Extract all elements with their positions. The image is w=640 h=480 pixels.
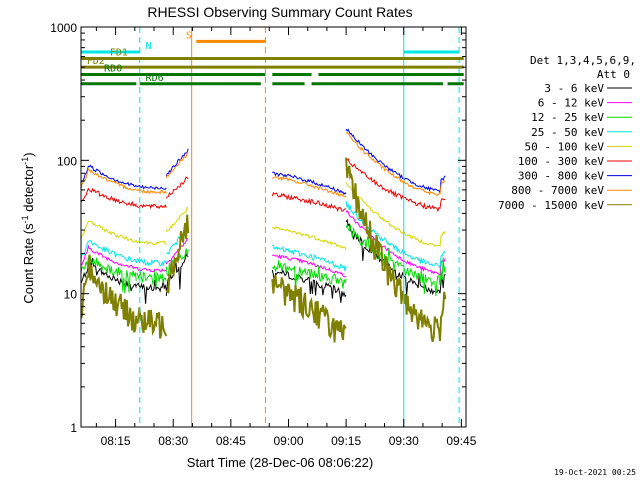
x-axis-label: Start Time (28-Dec-06 08:06:22) [187, 455, 373, 470]
series-7-segment-1-line [136, 188, 167, 195]
generation-timestamp: 19-Oct-2021 00:25 [554, 468, 636, 477]
flag-label-fd1: FD1 [110, 48, 128, 59]
series-0-segment-1-line [135, 279, 167, 304]
legend-header-line-2: Att 0 [597, 68, 630, 81]
series-1-segment-2-line [165, 238, 189, 265]
x-tick-label: 09:15 [331, 434, 361, 448]
series-1-segment-4-line [345, 209, 446, 277]
series-8-segment-1-line [135, 307, 168, 339]
series-4-segment-3-line [272, 226, 347, 251]
y-axis-label-mid: detector [21, 164, 36, 215]
series-2-segment-3-line [271, 260, 347, 291]
series-7-segment-0-line [81, 167, 137, 191]
series-8-segment-3-line [271, 274, 347, 343]
legend-label-4: 50 - 100 keV [525, 140, 605, 153]
series-7-segment-4-line [345, 131, 446, 197]
series-3-segment-3-line [272, 244, 347, 272]
legend: Det 1,3,4,5,6,9, Att 0 3 - 6 keV 6 - 12 k… [498, 54, 636, 212]
y-axis-label-end: ) [21, 152, 36, 156]
series-1-segment-0-line [81, 244, 137, 270]
legend-label-8: 7000 - 15000 keV [498, 199, 604, 212]
x-tick-label: 08:15 [101, 434, 131, 448]
y-axis-label: Count Rate (s-1 detector-1) [20, 152, 36, 303]
legend-label-0: 3 - 6 keV [544, 82, 604, 95]
flag-label-s: S [186, 30, 192, 41]
series-4-segment-4-line [345, 182, 446, 248]
series-6-segment-2-line [165, 148, 189, 177]
y-tick-label: 10 [64, 288, 78, 302]
flag-label-fd2: FD2 [87, 56, 105, 67]
series-1-segment-1-line [136, 266, 167, 273]
series-3-segment-0-line [81, 240, 137, 264]
series-5-segment-3-line [271, 192, 347, 213]
series-2-segment-4-line [345, 222, 446, 296]
y-tick-label: 1000 [50, 21, 77, 35]
series-5-segment-4-line [345, 157, 446, 213]
legend-label-1: 6 - 12 keV [538, 97, 605, 110]
series-5-segment-0-line [81, 187, 137, 207]
legend-label-7: 800 - 7000 keV [511, 184, 604, 197]
x-tick-label: 08:30 [158, 434, 188, 448]
y-axis-label-main: Count Rate (s [21, 223, 36, 304]
plot-frame [80, 26, 467, 428]
series-7-segment-2-line [165, 152, 189, 179]
flag-label-rd0: RD0 [104, 64, 122, 75]
y-axis-label-sup2: -1 [20, 157, 30, 165]
x-tick-label: 09:45 [446, 434, 476, 448]
y-tick-label: 100 [57, 154, 77, 168]
axes: 1 10 100 1000 08:15 08:30 08:45 09:00 09:15 09:30… [50, 21, 476, 448]
y-tick-label: 1 [70, 421, 77, 435]
series-1-segment-3-line [272, 253, 347, 278]
series-5-segment-1-line [135, 203, 167, 210]
series-6-segment-1-line [136, 184, 167, 190]
series-5-segment-2-line [165, 176, 189, 199]
chart-title: RHESSI Observing Summary Count Rates [147, 4, 412, 20]
series-0-segment-4-line [345, 218, 446, 296]
y-axis-label-sup1: -1 [20, 215, 30, 223]
series-0-segment-3-line [271, 269, 347, 303]
x-tick-label: 08:45 [216, 434, 246, 448]
series-2-segment-1-line [136, 270, 167, 288]
series-7-segment-3-line [272, 176, 347, 198]
series-4-segment-2-line [165, 206, 189, 233]
legend-label-3: 25 - 50 keV [531, 126, 604, 139]
series-4-segment-1-line [135, 240, 167, 246]
series-6-segment-0-line [81, 164, 137, 188]
plot-area [81, 27, 460, 427]
series-3-segment-4-line [345, 201, 446, 270]
x-tick-label: 09:30 [389, 434, 419, 448]
series-6-segment-4-line [345, 128, 446, 194]
series-8-segment-0-line [81, 254, 138, 333]
legend-label-2: 12 - 25 keV [531, 111, 604, 124]
series-4-segment-0-line [81, 220, 137, 243]
series-8-segment-4-line [345, 157, 447, 342]
legend-label-5: 100 - 300 keV [518, 155, 604, 168]
flag-label-rd6: RD6 [146, 73, 164, 84]
series-3-segment-1-line [135, 257, 167, 267]
series-8-segment-2-line [165, 214, 190, 294]
x-tick-label: 09:00 [273, 434, 303, 448]
flag-label-n: N [146, 41, 152, 52]
series-6-segment-3-line [271, 171, 347, 196]
legend-header-line-1: Det 1,3,4,5,6,9, [530, 54, 636, 67]
legend-label-6: 300 - 800 keV [518, 170, 604, 183]
